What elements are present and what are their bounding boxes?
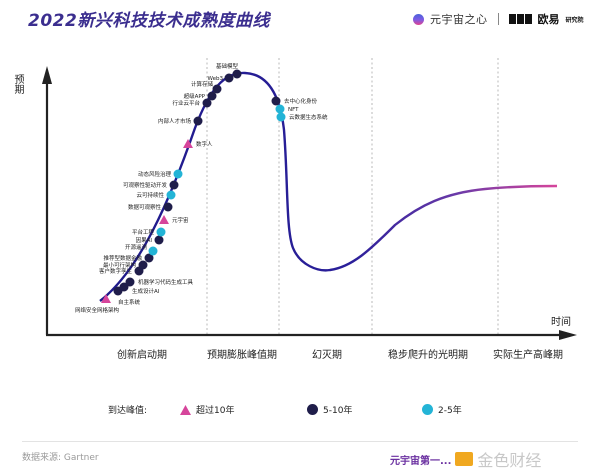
pink-triangle-icon — [180, 404, 191, 415]
technology-label: 超级APP — [184, 92, 206, 100]
dark-circle-icon — [138, 260, 148, 270]
technology-label: 去中心化身份 — [284, 97, 318, 105]
cyan-circle-icon — [148, 246, 158, 256]
dark-circle-icon — [307, 404, 318, 415]
technology-label: 云数据生态系统 — [289, 113, 328, 121]
jinse-logo-icon — [455, 452, 474, 466]
pink-triangle-icon — [159, 215, 169, 224]
legend-item-2-5-years: 2-5年 — [422, 403, 462, 416]
technology-label: 开源遥测 — [125, 243, 148, 251]
phase-innovation-trigger: 创新启动期 — [117, 350, 167, 361]
dark-circle-icon — [224, 73, 234, 83]
phase-slope-enlightenment: 稳步爬升的光明期 — [388, 350, 468, 361]
technology-label: 云可持续性 — [136, 191, 164, 199]
x-axis-label: 时间 — [551, 317, 571, 328]
technology-label: 动态风险治理 — [138, 170, 172, 178]
hype-curve — [99, 71, 558, 302]
phase-peak-expectations: 预期膨胀峰值期 — [207, 350, 277, 361]
phase-dividers — [206, 58, 499, 334]
pink-triangle-icon — [183, 139, 193, 148]
technology-label: 计算存储 — [191, 80, 214, 88]
technology-label: Web3 — [208, 76, 224, 82]
legend-title-text: 到达峰值: — [108, 406, 148, 416]
technology-label: 元宇宙 — [172, 216, 189, 224]
dark-circle-icon — [119, 282, 129, 292]
dark-circle-icon — [207, 91, 217, 101]
technology-label: 平台工程 — [132, 228, 155, 236]
dark-circle-icon — [202, 98, 212, 108]
legend-label: 5-10年 — [323, 406, 353, 416]
dark-circle-icon — [169, 180, 179, 190]
cyan-circle-icon — [422, 404, 433, 415]
watermark: 元宇宙第一... 金色财经 — [390, 447, 541, 471]
cyan-circle-icon — [156, 227, 166, 237]
technology-label: 内部人才市场 — [158, 117, 192, 125]
technology-label: 自主系统 — [118, 298, 141, 306]
technology-label: 机器学习代码生成工具 — [138, 278, 194, 286]
cyan-circle-icon — [276, 112, 286, 122]
technology-label: 基础模型 — [216, 62, 239, 70]
legend-title: 到达峰值: — [108, 403, 147, 416]
technology-label: 数字人 — [196, 140, 213, 148]
logo2-sub: 研究院 — [565, 16, 584, 24]
dark-circle-icon — [212, 84, 222, 94]
cyan-circle-icon — [275, 104, 285, 114]
dark-circle-icon — [163, 202, 173, 212]
watermark-text-2: 金色财经 — [477, 451, 542, 470]
technology-label: 可观察性驱动开发 — [123, 181, 168, 189]
dark-circle-icon — [271, 96, 281, 106]
legend-label: 超过10年 — [196, 406, 235, 416]
watermark-text-1: 元宇宙第一... — [390, 455, 452, 467]
dark-circle-icon — [154, 235, 164, 245]
legend-item-5-10-years: 5-10年 — [307, 403, 352, 416]
legend-item-over-10-years: 超过10年 — [180, 403, 234, 416]
cyan-circle-icon — [173, 169, 183, 179]
metaverse-heart-logo-icon — [413, 13, 424, 25]
cyan-circle-icon — [166, 190, 176, 200]
y-axis-arrow-icon — [42, 66, 52, 84]
phase-plateau-productivity: 实际生产高峰期 — [493, 350, 563, 361]
technology-label: 因果AI — [136, 237, 153, 244]
axes — [42, 66, 577, 340]
logo-divider — [497, 13, 499, 25]
technology-label: 客户数字孪生 — [99, 267, 133, 275]
technology-label: 推荐型数据金融 — [103, 254, 142, 262]
technology-label: 网络安全网格架构 — [75, 306, 120, 314]
data-source: 数据来源: Gartner — [22, 453, 99, 463]
page-title: 2022新兴科技技术成熟度曲线 — [28, 11, 270, 31]
technology-label: 生成设计AI — [132, 287, 160, 295]
dark-circle-icon — [193, 116, 203, 126]
technology-label: 数据可观察性 — [128, 203, 162, 211]
logo2-text: 欧易 — [537, 13, 560, 26]
brand-logos: 元宇宙之心 欧易 研究院 — [413, 11, 584, 27]
x-axis-arrow-icon — [559, 330, 577, 340]
technology-label: 最小可行架构 — [103, 261, 137, 269]
footer-divider — [22, 441, 578, 442]
phase-trough-disillusionment: 幻灭期 — [312, 350, 342, 361]
dark-circle-icon — [232, 69, 242, 79]
dark-circle-icon — [144, 253, 154, 263]
technology-label: 行业云平台 — [172, 99, 200, 107]
okx-logo-icon — [508, 14, 532, 24]
pink-triangle-icon — [101, 294, 111, 303]
y-axis-label: 预期 — [12, 74, 23, 94]
legend-label: 2-5年 — [438, 406, 462, 416]
logo1-text: 元宇宙之心 — [430, 13, 488, 26]
technology-label: NFT — [288, 107, 299, 113]
dark-circle-icon — [125, 277, 135, 287]
